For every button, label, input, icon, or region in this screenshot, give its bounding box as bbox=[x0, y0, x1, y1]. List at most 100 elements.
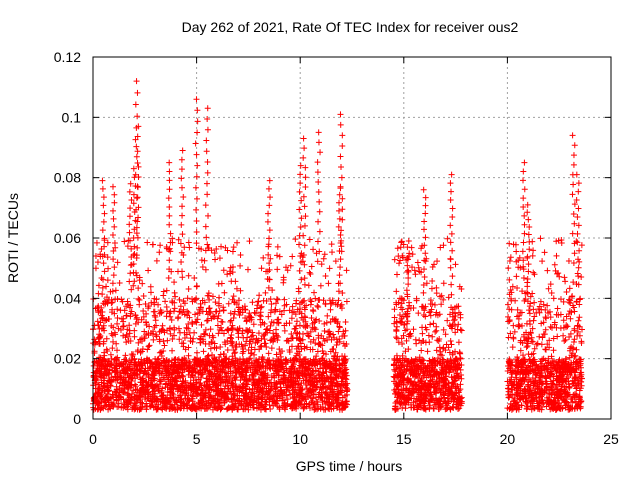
data-point bbox=[292, 236, 299, 243]
data-point bbox=[120, 315, 127, 322]
data-point bbox=[214, 322, 221, 329]
data-point bbox=[195, 376, 202, 383]
data-point bbox=[108, 330, 115, 337]
data-point bbox=[505, 301, 512, 308]
data-point bbox=[257, 313, 264, 320]
data-point bbox=[418, 347, 425, 354]
data-point bbox=[315, 297, 322, 304]
data-point bbox=[232, 278, 239, 285]
data-point bbox=[213, 345, 220, 352]
data-point bbox=[224, 247, 231, 254]
data-point bbox=[343, 267, 350, 274]
data-point bbox=[286, 307, 293, 314]
data-point bbox=[128, 391, 135, 398]
data-point bbox=[175, 236, 182, 243]
data-point bbox=[150, 336, 157, 343]
data-point bbox=[281, 307, 288, 314]
data-point bbox=[289, 303, 296, 310]
data-point bbox=[330, 399, 337, 406]
data-point bbox=[574, 332, 581, 339]
data-point bbox=[265, 350, 272, 357]
data-point bbox=[541, 249, 548, 256]
data-point bbox=[112, 287, 119, 294]
data-point bbox=[530, 306, 537, 313]
data-point bbox=[283, 264, 290, 271]
data-point bbox=[320, 255, 327, 262]
data-point bbox=[269, 287, 276, 294]
data-point bbox=[114, 314, 121, 321]
data-point bbox=[194, 349, 201, 356]
data-point bbox=[539, 258, 546, 265]
data-point bbox=[409, 264, 416, 271]
data-point bbox=[180, 340, 187, 347]
data-point bbox=[293, 352, 300, 359]
data-point bbox=[396, 260, 403, 267]
data-point bbox=[160, 374, 167, 381]
data-point bbox=[307, 271, 314, 278]
data-point bbox=[537, 298, 544, 305]
data-point bbox=[274, 243, 281, 250]
data-point bbox=[255, 330, 262, 337]
data-point bbox=[557, 296, 564, 303]
data-point bbox=[325, 329, 332, 336]
data-point bbox=[136, 301, 143, 308]
data-point bbox=[220, 330, 227, 337]
data-point bbox=[161, 342, 168, 349]
data-point bbox=[394, 271, 400, 278]
data-point bbox=[255, 298, 262, 305]
data-point bbox=[171, 332, 178, 339]
data-point bbox=[268, 318, 275, 325]
data-point bbox=[576, 258, 583, 265]
data-point bbox=[314, 302, 321, 309]
data-point bbox=[447, 338, 454, 345]
data-point bbox=[244, 266, 251, 273]
data-point bbox=[212, 299, 219, 306]
data-point bbox=[200, 348, 207, 355]
data-point bbox=[156, 249, 163, 256]
data-point bbox=[256, 312, 263, 319]
data-point bbox=[551, 261, 558, 268]
data-point bbox=[223, 370, 230, 377]
data-point bbox=[112, 355, 119, 362]
data-point bbox=[245, 328, 252, 335]
data-point bbox=[506, 240, 513, 247]
data-point bbox=[249, 299, 256, 306]
data-point bbox=[270, 330, 277, 337]
data-point bbox=[577, 295, 584, 302]
data-point bbox=[227, 310, 234, 317]
data-point bbox=[315, 332, 322, 339]
data-point bbox=[513, 248, 520, 255]
data-point bbox=[211, 249, 218, 256]
data-point bbox=[422, 313, 429, 320]
data-point bbox=[422, 303, 429, 310]
data-point bbox=[455, 339, 462, 346]
data-point bbox=[104, 239, 111, 246]
data-point bbox=[166, 245, 173, 252]
data-point bbox=[229, 248, 236, 255]
data-point bbox=[220, 267, 227, 274]
data-point bbox=[274, 252, 281, 259]
data-point bbox=[433, 290, 440, 297]
data-point bbox=[529, 252, 536, 259]
data-point bbox=[433, 323, 440, 330]
data-point bbox=[177, 303, 184, 310]
data-point bbox=[329, 249, 336, 256]
data-point bbox=[256, 292, 263, 299]
data-point bbox=[547, 314, 554, 321]
data-point bbox=[203, 317, 210, 324]
data-point bbox=[335, 297, 342, 304]
data-point bbox=[452, 261, 459, 268]
data-point bbox=[544, 267, 551, 274]
data-point bbox=[531, 299, 538, 306]
data-point bbox=[237, 262, 244, 269]
data-point bbox=[284, 267, 291, 274]
data-point bbox=[209, 339, 216, 346]
data-point bbox=[571, 308, 578, 315]
data-point bbox=[236, 312, 243, 319]
data-point bbox=[163, 287, 170, 294]
data-point bbox=[216, 255, 223, 262]
data-point bbox=[121, 307, 128, 314]
data-point bbox=[250, 321, 257, 328]
data-point bbox=[321, 320, 328, 327]
data-point bbox=[149, 330, 156, 337]
